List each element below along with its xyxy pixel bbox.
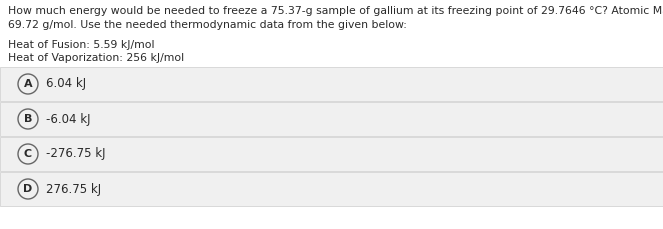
FancyBboxPatch shape [0,67,663,101]
Circle shape [18,179,38,199]
Text: 276.75 kJ: 276.75 kJ [46,183,101,196]
FancyBboxPatch shape [0,102,663,136]
Text: Heat of Fusion: 5.59 kJ/mol: Heat of Fusion: 5.59 kJ/mol [8,40,154,50]
Text: -276.75 kJ: -276.75 kJ [46,147,105,161]
Text: -6.04 kJ: -6.04 kJ [46,112,91,125]
Text: B: B [24,114,32,124]
FancyBboxPatch shape [0,172,663,206]
Text: D: D [23,184,32,194]
Circle shape [18,74,38,94]
FancyBboxPatch shape [0,137,663,171]
Circle shape [18,144,38,164]
Text: 6.04 kJ: 6.04 kJ [46,77,86,90]
Text: A: A [24,79,32,89]
Circle shape [18,109,38,129]
Text: Heat of Vaporization: 256 kJ/mol: Heat of Vaporization: 256 kJ/mol [8,53,184,63]
Text: How much energy would be needed to freeze a 75.37-g sample of gallium at its fre: How much energy would be needed to freez… [8,6,663,16]
Text: 69.72 g/mol. Use the needed thermodynamic data from the given below:: 69.72 g/mol. Use the needed thermodynami… [8,20,407,30]
Text: C: C [24,149,32,159]
